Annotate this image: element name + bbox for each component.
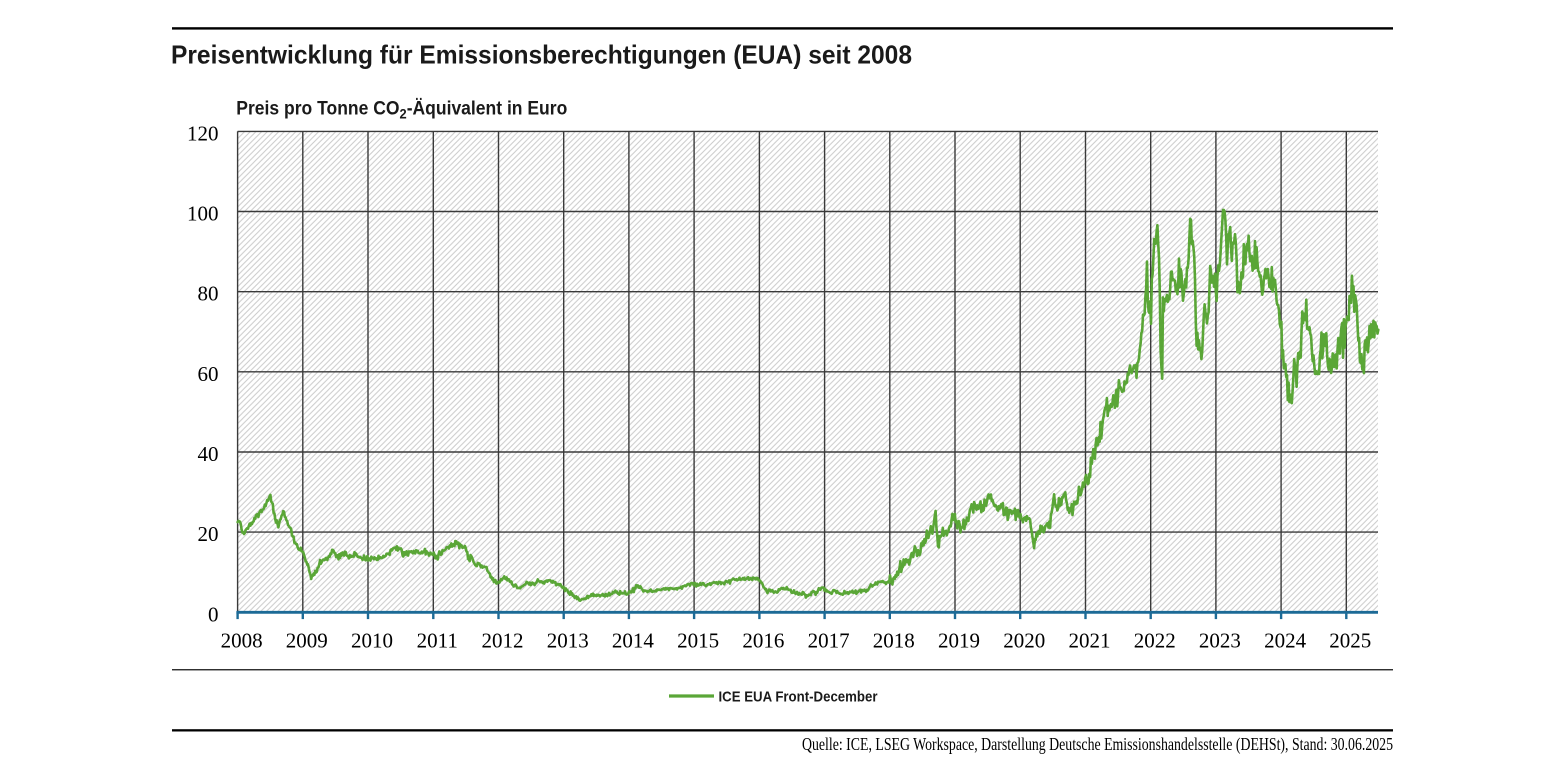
svg-text:Preis pro Tonne CO2-Äquivalent: Preis pro Tonne CO2-Äquivalent in Euro bbox=[236, 98, 567, 121]
svg-text:2011: 2011 bbox=[417, 628, 458, 652]
svg-text:2008: 2008 bbox=[221, 628, 263, 652]
svg-text:60: 60 bbox=[198, 362, 219, 386]
svg-text:2025: 2025 bbox=[1329, 628, 1371, 652]
svg-text:2022: 2022 bbox=[1134, 628, 1176, 652]
svg-text:2017: 2017 bbox=[808, 628, 850, 652]
svg-text:ICE EUA Front-December: ICE EUA Front-December bbox=[719, 688, 878, 705]
svg-text:2021: 2021 bbox=[1069, 628, 1111, 652]
svg-text:2016: 2016 bbox=[742, 628, 784, 652]
svg-text:2018: 2018 bbox=[873, 628, 915, 652]
svg-text:2012: 2012 bbox=[482, 628, 524, 652]
svg-text:2013: 2013 bbox=[547, 628, 589, 652]
svg-text:Preisentwicklung für Emissions: Preisentwicklung für Emissionsberechtigu… bbox=[171, 40, 912, 70]
svg-text:80: 80 bbox=[198, 282, 219, 306]
svg-text:2014: 2014 bbox=[612, 628, 655, 652]
svg-text:2020: 2020 bbox=[1003, 628, 1045, 652]
svg-text:2024: 2024 bbox=[1264, 628, 1307, 652]
svg-text:100: 100 bbox=[187, 202, 219, 226]
svg-text:120: 120 bbox=[187, 121, 219, 145]
svg-text:40: 40 bbox=[198, 442, 219, 466]
svg-text:2009: 2009 bbox=[286, 628, 328, 652]
svg-text:2023: 2023 bbox=[1199, 628, 1241, 652]
svg-text:Quelle: ICE, LSEG Workspace, D: Quelle: ICE, LSEG Workspace, Darstellung… bbox=[802, 734, 1393, 755]
svg-text:2015: 2015 bbox=[677, 628, 719, 652]
svg-text:0: 0 bbox=[208, 602, 219, 626]
svg-text:2010: 2010 bbox=[351, 628, 393, 652]
svg-text:2019: 2019 bbox=[938, 628, 980, 652]
svg-text:20: 20 bbox=[198, 522, 219, 546]
